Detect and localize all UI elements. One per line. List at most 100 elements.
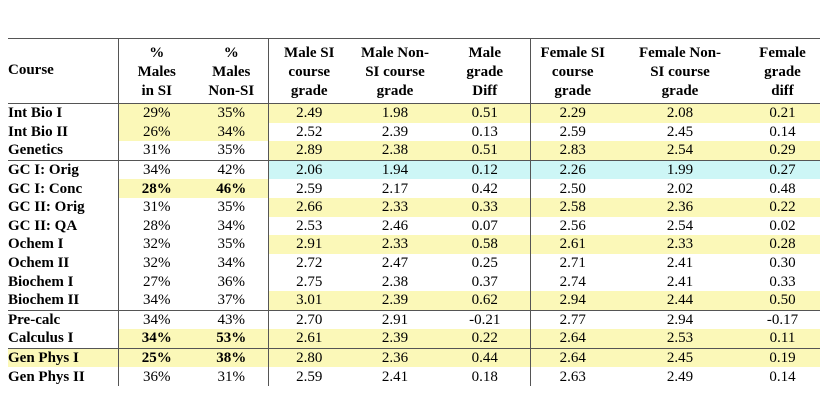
table-cell: 2.47 [381,255,409,272]
table-cell: 0.14 [769,368,796,385]
table-cell: 2.36 [615,197,745,217]
table-cell: 2.53 [615,329,745,349]
header-line: % [149,45,165,61]
header-row: Course% Males in SI% Males Non-SI Male SI cour… [8,38,820,104]
table-cell: 2.08 [615,103,745,123]
table-cell: 2.49 [268,103,350,123]
table-cell: 0.30 [769,255,796,272]
table-row: Pre-calc 34% 43% 2.70 2.91 -0.21 2.77 2.94 -0.17 [8,309,820,330]
table-cell: 0.22 [745,197,820,217]
table-cell: 2.33 [615,235,745,254]
column-header: Male grade Diff [440,38,531,104]
table-row: Ochem II 32% 34% 2.72 2.47 0.25 2.71 2.41 0.30 [8,253,820,273]
table-row: Biochem I 27% 36% 2.75 2.38 0.37 2.74 2.41 0.33 [8,272,820,291]
header-line: course [288,64,331,80]
table-cell: 0.14 [769,123,796,140]
table-cell: 2.91 [350,309,440,330]
table-cell: 2.59 [296,180,323,197]
table-cell: 0.11 [745,329,820,349]
course-name: Biochem I [8,272,119,291]
row-group: Gen Phys I 25% 38% 2.80 2.36 0.44 2.64 2.45 0.19… [8,347,820,386]
table-cell: 3.01 [268,290,350,311]
header-line: Males [137,64,176,80]
header-line: Female [759,45,806,61]
row-group: GC I: Orig 34% 42% 2.06 1.94 0.12 2.26 1.99 0.27… [8,159,820,311]
header-line: SI course [650,64,710,80]
table-cell: 2.02 [666,180,694,197]
table-cell: 2.38 [381,273,409,290]
header-line: SI course [365,64,425,80]
table-cell: 2.46 [381,217,409,234]
table-cell: 2.61 [530,235,615,254]
table-row: Ochem I 32% 35% 2.91 2.33 0.58 2.61 2.33 0.28 [8,235,820,254]
table-cell: 35% [195,141,269,161]
column-header: Course [8,38,119,104]
course-name: GC I: Conc [8,179,119,198]
column-header: % Males Non-SI [195,38,269,104]
table-cell: 2.17 [381,180,409,197]
table-cell: 0.51 [440,103,531,123]
table-cell: 1.98 [350,103,440,123]
table-cell: 0.33 [440,197,531,217]
table-row: GC I: Orig 34% 42% 2.06 1.94 0.12 2.26 1.99 0.27 [8,159,820,180]
header-line: Female SI [540,45,606,61]
table-cell: 28% [143,217,171,234]
table-cell: 2.41 [666,273,694,290]
table-cell: 2.39 [350,329,440,349]
table-cell: 0.21 [745,103,820,123]
table-row: Genetics 31% 35% 2.89 2.38 0.51 2.83 2.54 0.29 [8,141,820,161]
table-cell: 31% [195,367,269,386]
table-row: Biochem II 34% 37% 3.01 2.39 0.62 2.94 2.44 0.50 [8,290,820,311]
header-line: Non-SI [208,83,255,99]
table-cell: 2.52 [296,123,323,140]
data-table: Course% Males in SI% Males Non-SI Male SI cour… [8,38,820,386]
header-line: in SI [141,83,172,99]
header-line: Males [212,64,251,80]
course-name: Genetics [8,141,119,161]
table-cell: 42% [195,159,269,180]
table-cell: 25% [118,347,195,368]
table-row: Int Bio II 26% 34% 2.52 2.39 0.13 2.59 2.45 0.14 [8,122,820,142]
table-cell: 0.13 [440,122,531,142]
table-header: Course% Males in SI% Males Non-SI Male SI cour… [8,38,820,104]
header-line: Male Non- [361,45,429,61]
course-name: GC I: Orig [8,159,119,180]
course-name: Pre-calc [8,309,119,330]
table-cell: 34% [118,329,195,349]
table-cell: 35% [195,197,269,217]
table-cell: 2.74 [559,273,586,290]
table-cell: 34% [195,216,269,236]
table-cell: 2.33 [350,235,440,254]
table-row: GC I: Conc 28% 46% 2.59 2.17 0.42 2.50 2.02 0.48 [8,179,820,198]
table-cell: 2.58 [530,197,615,217]
table-cell: 1.99 [615,159,745,180]
table-cell: 35% [195,103,269,123]
column-header: % Males in SI [118,38,195,104]
table-cell: 2.56 [559,217,586,234]
table-cell: 2.80 [268,347,350,368]
header-line: grade [290,83,328,99]
table-row: Int Bio I 29% 35% 2.49 1.98 0.51 2.29 2.08 0.21 [8,103,820,123]
table-cell: 0.33 [769,273,796,290]
row-group: Int Bio I 29% 35% 2.49 1.98 0.51 2.29 2.08 0.21 I… [8,103,820,161]
table-row: GC II: QA 28% 34% 2.53 2.46 0.07 2.56 2.54 0.02 [8,216,820,236]
course-name: GC II: QA [8,216,119,236]
course-name: Calculus I [8,329,119,349]
table-cell: 2.44 [615,290,745,311]
course-name: Gen Phys II [8,367,119,386]
course-name: GC II: Orig [8,197,119,217]
table-cell: 2.94 [615,309,745,330]
table-row: GC II: Orig 31% 35% 2.66 2.33 0.33 2.58 2.36 0.2… [8,197,820,217]
table-cell: -0.17 [745,309,820,330]
table-cell: 34% [195,122,269,142]
header-line: Course [8,61,54,78]
table-cell: 2.29 [530,103,615,123]
table-cell: 34% [195,253,269,273]
table-cell: 34% [143,292,171,309]
table-cell: 2.83 [530,141,615,161]
table-cell: 0.07 [440,216,531,236]
table-cell: 0.28 [745,235,820,254]
table-cell: 2.91 [268,235,350,254]
table-cell: 2.33 [350,197,440,217]
